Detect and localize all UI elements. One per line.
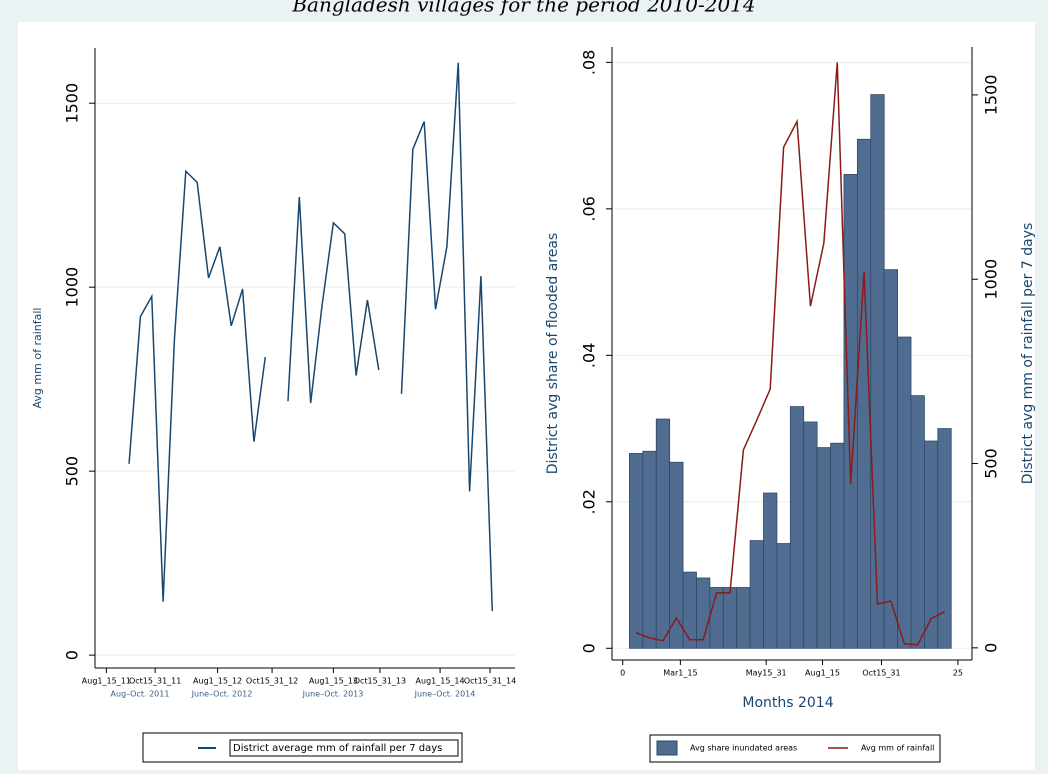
bar bbox=[629, 453, 644, 649]
x-tick-label: Oct15_31_12 bbox=[246, 677, 298, 686]
bar bbox=[736, 587, 751, 649]
bar bbox=[709, 587, 724, 649]
x-tick-label: Aug1_15_14 bbox=[416, 677, 465, 686]
y2-tick-label: 1500 bbox=[982, 75, 1001, 116]
y2-tick-label: 500 bbox=[982, 448, 1001, 479]
x-tick-label: May15_31 bbox=[746, 669, 787, 678]
y-tick-label: .04 bbox=[580, 343, 599, 368]
y-axis-title: District avg share of flooded areas bbox=[545, 233, 561, 474]
period-annotation: June–Oct. 2013 bbox=[302, 690, 364, 699]
x-tick-label: Mar1_15 bbox=[663, 669, 697, 678]
x-tick-label: 0 bbox=[620, 669, 625, 678]
x-tick-label: Aug1_15_12 bbox=[193, 677, 242, 686]
legend-label: Avg mm of rainfall bbox=[861, 744, 934, 753]
right-panel bbox=[530, 22, 1035, 770]
period-annotation: June–Oct. 2014 bbox=[414, 690, 476, 699]
bar bbox=[763, 492, 778, 649]
bar bbox=[910, 395, 925, 649]
x-tick-label: 25 bbox=[953, 669, 963, 678]
bar bbox=[816, 447, 831, 649]
y-tick-label: 500 bbox=[63, 456, 82, 487]
y2-axis-title: District avg mm of rainfall per 7 days bbox=[1020, 223, 1036, 485]
bar bbox=[642, 450, 657, 649]
y-tick-label: .02 bbox=[580, 489, 599, 514]
x-tick-label: Oct15_31_14 bbox=[464, 677, 516, 686]
legend-label: District average mm of rainfall per 7 da… bbox=[233, 743, 442, 754]
y-tick-label: 1500 bbox=[63, 83, 82, 124]
bar bbox=[722, 587, 738, 649]
bar bbox=[669, 461, 684, 649]
y-tick-label: 1000 bbox=[63, 267, 82, 308]
x-tick-label: Aug1_15_11 bbox=[82, 677, 131, 686]
bar bbox=[789, 406, 805, 649]
y2-tick-label: 1000 bbox=[982, 259, 1001, 300]
y-axis-title: Avg mm of rainfall bbox=[31, 308, 44, 409]
y-tick-label: 0 bbox=[580, 643, 599, 653]
data-line bbox=[635, 62, 945, 646]
period-annotation: June–Oct. 2012 bbox=[191, 690, 253, 699]
bar bbox=[776, 543, 791, 649]
y-tick-label: .08 bbox=[580, 50, 599, 75]
bar bbox=[803, 421, 818, 649]
bar bbox=[897, 336, 912, 649]
bar bbox=[682, 571, 697, 649]
bar bbox=[937, 428, 952, 649]
bar bbox=[924, 440, 939, 649]
legend-focus bbox=[229, 739, 459, 757]
x-tick-label: Aug1_15 bbox=[805, 669, 840, 678]
legend-box bbox=[142, 732, 463, 763]
x-tick-label: Oct15_31_11 bbox=[129, 677, 181, 686]
data-line bbox=[128, 62, 494, 611]
y-tick-label: .06 bbox=[580, 196, 599, 221]
bar bbox=[655, 418, 671, 649]
y-tick-label: 0 bbox=[63, 650, 82, 660]
x-tick-label: Oct15_31_13 bbox=[354, 677, 406, 686]
bar bbox=[883, 269, 898, 649]
left-panel bbox=[18, 22, 530, 770]
x-axis-title: Months 2014 bbox=[742, 695, 833, 711]
period-annotation: Aug–Oct. 2011 bbox=[111, 690, 170, 699]
figure-title: Bangladesh villages for the period 2010-… bbox=[291, 0, 755, 17]
x-tick-label: Aug1_15_13 bbox=[309, 677, 358, 686]
bar bbox=[830, 442, 845, 649]
y2-tick-label: 0 bbox=[982, 643, 1001, 653]
legend-box bbox=[649, 734, 941, 763]
bar bbox=[749, 540, 764, 649]
x-tick-label: Oct15_31 bbox=[862, 669, 900, 678]
legend-label: Avg share inundated areas bbox=[690, 744, 797, 753]
legend-swatch bbox=[656, 740, 678, 756]
bar bbox=[870, 94, 885, 649]
